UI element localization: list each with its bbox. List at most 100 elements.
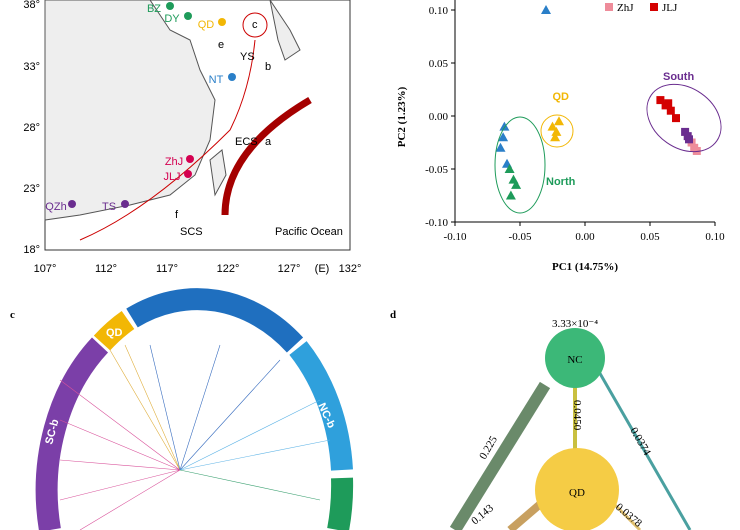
node [535,448,619,530]
panel-label: d [390,309,396,321]
y-axis-title: PC2 (1.23%) [396,86,408,147]
edge [449,381,551,530]
edge-label: 0.0378 [613,501,644,530]
lon-label: 132° [339,263,362,275]
cluster-ellipse [540,114,574,148]
edge [596,369,692,530]
point [495,142,506,152]
lon-label: 112° [95,263,117,275]
peninsula [269,0,301,61]
site-label: NT [209,74,224,86]
lon-label: 122° [217,263,240,275]
region-label: Pacific Ocean [275,226,343,238]
point [656,96,665,105]
clade-arc [327,477,354,530]
current-label: a [265,136,272,148]
lon-label: 107° [34,263,57,275]
x-axis-title: PC1 (14.75%) [552,261,618,273]
mainland [44,0,216,221]
site-label: JLJ [163,171,180,183]
site-label: TS [102,201,116,213]
site-dot [228,73,236,81]
point [551,126,562,136]
taiwan [209,149,227,197]
site-dot [186,155,194,163]
site-dot [121,200,129,208]
y-tick-label: -0.05 [425,164,448,176]
cluster-ellipse [494,116,546,214]
clade-arc [35,337,109,530]
region-label: SCS [180,226,203,238]
gyre [242,12,268,38]
current-arrow [221,96,312,216]
y-tick-label: 0.05 [429,58,449,70]
point [683,132,692,141]
point [664,99,673,108]
legend-swatch [605,3,613,11]
point [505,190,516,200]
x-tick-label: 0.10 [705,231,725,243]
node-label: QD [569,487,585,499]
site-dot [184,170,192,178]
point [681,127,690,136]
current-label: e [218,39,224,51]
point [541,5,551,14]
point [499,121,510,131]
site-dot [166,2,174,10]
region-label: ECS [235,136,258,148]
edge-label: 0.0374 [627,426,653,459]
current-label: f [175,209,179,221]
x-tick-label: -0.10 [444,231,467,243]
node [545,328,605,388]
panel-label: c [10,309,15,321]
x-tick-label: 0.05 [640,231,660,243]
clade-label: MC [222,317,239,329]
group-label: QD [553,91,570,103]
clade-arc [289,341,353,471]
site-label: QD [198,19,215,31]
site-dot [68,200,76,208]
site-dot [184,12,192,20]
edge-label: 0.0450 [571,400,583,431]
site-label: ZhJ [165,156,183,168]
current-arrow [79,39,256,241]
tree-branches [59,344,331,530]
legend-swatch [650,3,658,11]
point [504,164,515,173]
site-label: BZ [147,3,161,15]
point [511,179,522,189]
lat-label: 33° [23,61,40,73]
lat-label: 38° [23,0,40,11]
group-label: South [663,71,694,83]
site-label: DY [164,13,180,25]
current-label: b [265,61,271,73]
region-label: YS [240,51,255,63]
legend-label: ZhJ [617,2,634,14]
point [550,132,561,142]
point [692,146,701,155]
clade-arc [93,310,135,351]
clade-arc [126,288,304,353]
lat-label: 28° [23,122,40,134]
point [666,106,675,115]
lon-label: 117° [156,263,178,275]
point [498,132,509,142]
y-tick-label: -0.10 [425,217,448,229]
site-dot [218,18,226,26]
node-value: 3.33×10⁻⁴ [552,318,598,330]
cluster-ellipse [646,83,722,153]
lat-label: 23° [23,183,40,195]
y-tick-label: 0.10 [429,5,449,17]
site-label: QZh [45,201,66,213]
clade-label: QD [106,327,123,339]
point [554,116,564,126]
point [547,121,558,131]
lon-unit: (E) [315,263,330,275]
node-label: NC [567,354,582,366]
x-tick-label: -0.05 [509,231,532,243]
lat-label: 18° [23,244,40,256]
legend-label: JLJ [662,2,678,14]
current-label: c [252,19,258,31]
